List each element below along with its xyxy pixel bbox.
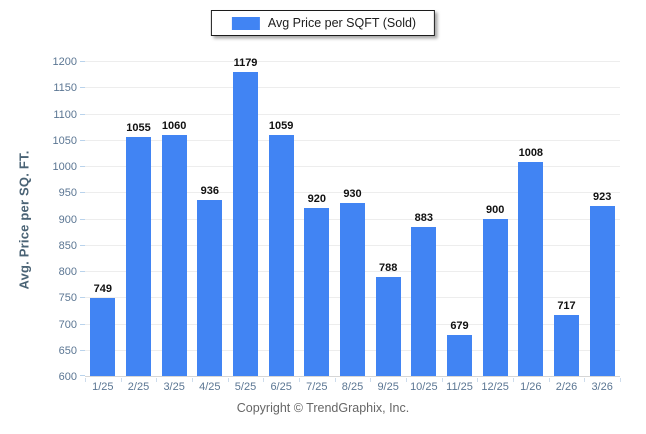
y-tick-mark bbox=[80, 139, 85, 141]
bar-value-label: 883 bbox=[414, 212, 433, 225]
bar-value-label: 749 bbox=[93, 282, 113, 295]
bar-value-label: 717 bbox=[557, 299, 576, 312]
bar bbox=[589, 206, 615, 376]
bar bbox=[161, 134, 187, 376]
bar-value-label: 1008 bbox=[518, 146, 544, 159]
y-tick-label: 1000 bbox=[52, 161, 77, 173]
bar-value-label: 679 bbox=[450, 319, 469, 332]
y-tick-mark bbox=[80, 323, 85, 325]
y-tick-mark bbox=[80, 349, 85, 351]
y-tick-mark bbox=[80, 166, 85, 167]
x-tick-mark bbox=[584, 378, 586, 382]
x-tick-mark bbox=[548, 378, 550, 382]
x-tick-label: 10/25 bbox=[410, 381, 438, 393]
x-tick-mark bbox=[156, 378, 158, 382]
legend: Avg Price per SQFT (Sold) bbox=[210, 10, 436, 36]
copyright-text: Copyright © TrendGraphix, Inc. bbox=[236, 401, 410, 415]
x-tick-label: 11/25 bbox=[446, 381, 473, 393]
legend-label: Avg Price per SQFT (Sold) bbox=[267, 16, 417, 30]
bar bbox=[375, 277, 401, 376]
y-tick-label: 1100 bbox=[53, 108, 77, 121]
bar bbox=[518, 161, 544, 376]
x-tick-mark bbox=[120, 378, 122, 382]
bar bbox=[268, 135, 294, 376]
bar-value-label: 923 bbox=[592, 191, 612, 204]
bar-value-label: 920 bbox=[307, 193, 326, 205]
gridline bbox=[85, 192, 620, 194]
x-tick-mark bbox=[192, 378, 193, 382]
x-tick-label: 6/25 bbox=[270, 381, 292, 393]
x-tick-label: 7/25 bbox=[306, 381, 328, 393]
x-tick-label: 3/25 bbox=[163, 381, 185, 393]
y-tick-mark bbox=[80, 375, 85, 376]
x-tick-label: 2/26 bbox=[555, 381, 578, 393]
y-tick-mark bbox=[80, 87, 85, 89]
x-tick-label: 1/25 bbox=[92, 381, 114, 393]
y-tick-mark bbox=[80, 271, 85, 272]
gridline bbox=[85, 61, 620, 62]
bar bbox=[304, 208, 330, 376]
bar bbox=[90, 297, 116, 376]
x-tick-mark bbox=[263, 378, 265, 382]
x-tick-mark bbox=[370, 378, 372, 382]
y-tick-label: 600 bbox=[58, 371, 77, 383]
plot-area: 749 1055 1060 936 1179 1059 920 930 788 883 679 900… bbox=[80, 57, 620, 377]
x-tick-mark bbox=[513, 378, 514, 382]
x-tick-mark bbox=[477, 378, 479, 382]
blue-square-icon bbox=[231, 16, 260, 30]
y-tick-label: 750 bbox=[58, 292, 77, 305]
y-tick-label: 900 bbox=[58, 213, 77, 226]
x-tick-label: 9/25 bbox=[377, 381, 399, 393]
gridline bbox=[85, 113, 620, 115]
x-tick-label: 4/25 bbox=[199, 381, 221, 393]
y-tick-mark bbox=[80, 218, 85, 220]
x-tick-mark bbox=[299, 378, 300, 382]
bar-value-label: 936 bbox=[200, 184, 219, 197]
y-tick-label: 1200 bbox=[52, 56, 77, 68]
x-tick-mark bbox=[441, 378, 443, 382]
bar-value-label: 900 bbox=[485, 203, 505, 216]
y-tick-label: 1050 bbox=[52, 134, 77, 147]
y-tick-label: 800 bbox=[58, 266, 77, 278]
bar bbox=[197, 199, 223, 376]
x-tick-mark bbox=[620, 378, 621, 382]
y-tick-mark bbox=[80, 192, 85, 194]
y-tick-mark bbox=[80, 244, 85, 246]
x-tick-label: 3/26 bbox=[591, 381, 613, 393]
x-tick-label: 12/25 bbox=[481, 381, 509, 393]
bar-value-label: 930 bbox=[343, 187, 362, 200]
bar bbox=[411, 227, 437, 376]
y-tick-mark bbox=[80, 297, 85, 299]
y-tick-label: 950 bbox=[58, 187, 77, 200]
gridline bbox=[85, 139, 620, 141]
bar bbox=[447, 334, 472, 376]
x-tick-label: 8/25 bbox=[341, 381, 364, 393]
x-tick-mark bbox=[227, 378, 229, 382]
bar-value-label: 1060 bbox=[161, 119, 187, 132]
y-tick-mark bbox=[80, 61, 85, 62]
y-tick-label: 850 bbox=[58, 239, 77, 252]
x-tick-label: 5/25 bbox=[234, 381, 257, 393]
y-tick-mark bbox=[80, 113, 85, 115]
bar bbox=[340, 202, 365, 376]
x-tick-label: 1/26 bbox=[520, 381, 542, 393]
bar bbox=[233, 72, 258, 376]
x-tick-mark bbox=[406, 378, 407, 382]
y-tick-label: 650 bbox=[58, 344, 77, 357]
bar bbox=[126, 137, 151, 376]
bar-value-label: 1179 bbox=[233, 57, 258, 70]
x-tick-mark bbox=[85, 378, 86, 382]
x-tick-mark bbox=[334, 378, 336, 382]
gridline bbox=[85, 87, 620, 89]
x-tick-label: 2/25 bbox=[127, 381, 150, 393]
bar bbox=[482, 218, 508, 376]
bar-value-label: 1059 bbox=[268, 120, 294, 133]
bar-value-label: 788 bbox=[378, 262, 398, 275]
bar bbox=[554, 314, 579, 376]
gridline bbox=[85, 166, 620, 167]
bar-value-label: 1055 bbox=[126, 122, 151, 135]
y-tick-label: 700 bbox=[58, 318, 77, 331]
y-tick-label: 1150 bbox=[53, 82, 77, 95]
